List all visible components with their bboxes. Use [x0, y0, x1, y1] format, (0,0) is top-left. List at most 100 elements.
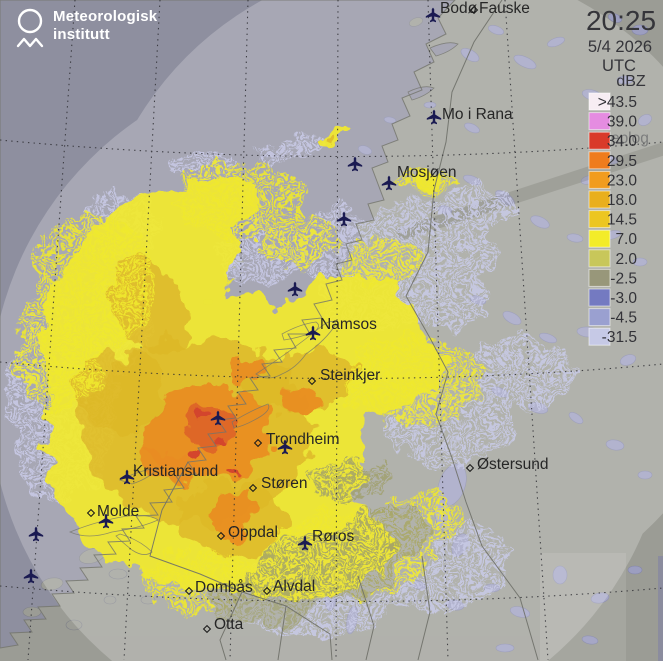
legend-value: -2.5 [610, 270, 637, 287]
place-name-label: Kristiansund [133, 463, 218, 480]
place-dombås: Dombås [185, 579, 253, 596]
place-otta: Otta [203, 616, 244, 633]
precip-cell [445, 183, 515, 227]
precip-cell [465, 337, 575, 407]
lake [619, 354, 637, 366]
island [22, 606, 42, 618]
place-oppdal: Oppdal [217, 524, 278, 541]
place-trondheim: Trondheim [254, 431, 340, 455]
place-støren: Støren [249, 475, 308, 492]
island [408, 17, 424, 27]
precip-cell [343, 506, 433, 558]
place-fauske: Fauske [470, 0, 530, 17]
place-name-label: Namsos [320, 316, 377, 333]
lake [568, 412, 584, 424]
lake [460, 48, 480, 62]
brand-line1: Meteorologisk [53, 8, 158, 25]
place-bodø: Bodø [425, 0, 478, 23]
date-label: 5/4 2026 [588, 38, 652, 56]
legend-swatch [588, 327, 611, 346]
legend-value: 29.5 [607, 153, 637, 170]
precip-cell [140, 451, 200, 485]
lake [495, 643, 515, 653]
lake [488, 25, 504, 35]
met-institute-logo: Meteorologisk institutt [16, 8, 158, 48]
precip-cell [342, 238, 422, 286]
legend-value: 7.0 [615, 231, 637, 248]
place-name-label: Bodø [440, 0, 478, 17]
place-name-label: Alvdal [273, 578, 315, 595]
lake [631, 24, 649, 36]
lake [423, 101, 437, 109]
island [40, 577, 64, 591]
precip-cell [408, 272, 488, 328]
place-name-label: Røros [312, 528, 354, 545]
legend-value: 23.0 [607, 172, 638, 189]
place-name-label: Mosjøen [397, 164, 456, 181]
precip-cell [197, 410, 215, 422]
place-røros: Røros [297, 528, 354, 551]
lake [552, 565, 568, 585]
lake [513, 54, 537, 70]
legend-value: -4.5 [610, 310, 637, 327]
precip-cell [210, 488, 254, 540]
legend-swatch [588, 112, 611, 131]
precip-cell [178, 160, 302, 240]
place-mosjøen: Mosjøen [381, 164, 456, 191]
place-namsos: Namsos [305, 316, 377, 341]
place-name-label: Oppdal [228, 524, 278, 541]
legend-swatch [588, 268, 611, 287]
lake [357, 145, 373, 155]
lake [530, 215, 550, 229]
lake [502, 311, 522, 325]
precip-cell [192, 451, 202, 459]
lake [581, 635, 599, 645]
legend-swatch [588, 92, 611, 111]
legend-value: 2.0 [615, 251, 637, 268]
precip-cell [260, 214, 340, 266]
legend-swatch [588, 249, 611, 268]
precip-cell [278, 388, 322, 412]
place-name-label: Molde [97, 503, 139, 520]
island [103, 595, 117, 605]
legend-value: -31.5 [602, 329, 637, 346]
timezone-label: UTC [602, 57, 636, 75]
legend-value: 18.0 [607, 192, 638, 209]
legend-swatch [588, 151, 611, 170]
logo-circle-icon [17, 8, 43, 34]
legend-swatch [588, 131, 611, 150]
legend-swatch [588, 288, 611, 307]
timestamp-block: 20:25 5/4 2026 UTC [586, 5, 656, 75]
legend-value: 39.0 [607, 114, 638, 131]
dbz-legend: dBZ >43.5 39.0 34.0 29.5 23.0 18.0 14.5 7.0 2.0 -… [588, 73, 646, 346]
place-name-label: Dombås [195, 579, 253, 596]
precip-cell [324, 135, 336, 143]
lake [637, 470, 653, 480]
lake [616, 75, 634, 85]
legend-swatch [588, 308, 611, 327]
place-kristiansund: Kristiansund [119, 463, 218, 485]
place-name-label: Støren [261, 475, 308, 492]
place-name-label: Steinkjer [320, 367, 380, 384]
legend-value: -3.0 [610, 290, 637, 307]
precip-cell [256, 135, 324, 165]
legend-value: 34.0 [607, 133, 638, 150]
island [108, 568, 128, 580]
island [65, 619, 83, 631]
place-name-label: Mo i Rana [442, 106, 513, 123]
precip-cell [214, 436, 228, 446]
precip-cell [368, 205, 428, 245]
lake [547, 36, 565, 48]
brand-line2: institutt [53, 26, 110, 43]
place-molde: Molde [87, 503, 139, 529]
precipitation-layer [7, 126, 575, 635]
legend-value: 14.5 [607, 212, 637, 229]
lake [383, 116, 397, 124]
lake [627, 565, 643, 575]
legend-swatch [588, 229, 611, 248]
legend-swatch [588, 210, 611, 229]
place-steinkjer: Steinkjer [308, 367, 380, 385]
borders [149, 0, 539, 661]
